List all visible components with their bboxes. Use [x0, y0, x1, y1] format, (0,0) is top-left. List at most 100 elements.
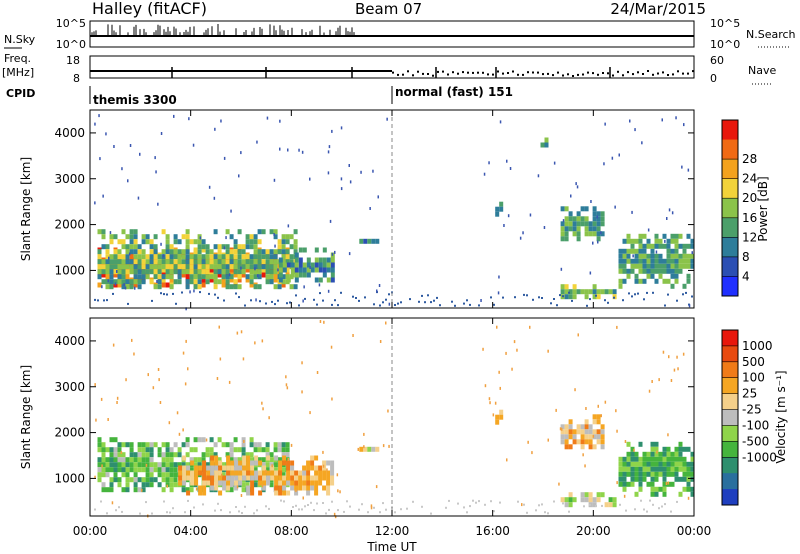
echo-cell — [157, 264, 162, 270]
echo-cell — [226, 460, 231, 466]
echo-cell — [278, 490, 283, 496]
freq-dot — [692, 70, 694, 73]
echo-cell — [576, 424, 581, 430]
beam-title: Beam 07 — [355, 0, 422, 18]
scatter-dot — [109, 231, 112, 235]
echo-cell — [666, 258, 671, 264]
echo-cell — [201, 259, 206, 265]
freq-panel — [89, 55, 695, 79]
echo-cell — [113, 234, 118, 240]
echo-cell — [638, 233, 643, 239]
scatter-dot — [327, 150, 330, 154]
echo-cell — [326, 277, 331, 283]
echo-cell — [282, 480, 287, 486]
scatter-dot — [681, 165, 683, 169]
echo-cell — [678, 243, 683, 249]
echo-cell — [281, 447, 286, 453]
echo-cell — [269, 482, 274, 488]
echo-cell — [285, 447, 290, 453]
colorbar-swatch — [722, 217, 738, 238]
echo-cell — [133, 239, 138, 245]
echo-cell — [101, 264, 106, 270]
echo-cell — [141, 239, 146, 245]
echo-cell — [678, 263, 683, 269]
echo-cell — [133, 269, 138, 275]
echo-cell — [205, 264, 210, 270]
echo-cell — [97, 269, 102, 275]
echo-cell — [278, 485, 283, 491]
echo-cell — [314, 490, 319, 496]
echo-cell — [257, 264, 262, 270]
echo-cell — [330, 262, 335, 268]
velocity-ylabel: Slant Range [km] — [19, 365, 33, 469]
echo-cell — [125, 457, 130, 463]
ground-scatter-cell — [667, 293, 669, 296]
echo-cell — [596, 294, 601, 300]
echo-cell — [674, 233, 679, 239]
power-echo-cells — [94, 114, 695, 311]
echo-cell — [169, 452, 174, 458]
echo-cell — [245, 267, 250, 273]
colorbar-swatch — [722, 489, 738, 506]
echo-cell — [137, 442, 142, 448]
echo-cell — [678, 461, 683, 467]
scatter-dot — [111, 501, 114, 505]
echo-cell — [682, 446, 687, 452]
echo-cell — [237, 269, 242, 275]
echo-cell — [202, 480, 207, 486]
echo-cell — [682, 466, 687, 472]
freq-dot — [557, 71, 559, 74]
echo-cell — [270, 465, 275, 471]
ground-scatter-cell — [478, 500, 480, 503]
ground-scatter-cell — [400, 508, 402, 511]
echo-cell — [285, 249, 290, 255]
echo-cell — [580, 444, 585, 450]
echo-cell — [117, 482, 122, 488]
ground-scatter-cell — [199, 291, 201, 294]
echo-cell — [285, 239, 290, 245]
echo-cell — [137, 467, 142, 473]
echo-cell — [149, 249, 154, 255]
echo-cell — [290, 470, 295, 476]
power-ylabel: Slant Range [km] — [19, 157, 33, 261]
echo-cell — [670, 258, 675, 264]
echo-cell — [254, 455, 259, 461]
echo-cell — [153, 259, 158, 265]
echo-cell — [225, 452, 230, 458]
echo-cell — [278, 267, 283, 273]
echo-cell — [654, 451, 659, 457]
ground-scatter-cell — [559, 294, 561, 297]
echo-cell — [237, 249, 242, 255]
echo-cell — [314, 262, 319, 268]
echo-cell — [217, 249, 222, 255]
echo-cell — [157, 467, 162, 473]
echo-cell — [564, 289, 569, 295]
echo-cell — [133, 487, 138, 493]
scatter-dot — [316, 371, 319, 374]
echo-cell — [286, 470, 291, 476]
scatter-dot — [623, 494, 626, 498]
scatter-dot — [506, 458, 508, 462]
ground-scatter-cell — [112, 292, 114, 295]
scatter-dot — [671, 211, 674, 215]
echo-cell — [608, 502, 613, 508]
echo-cell — [269, 452, 274, 458]
echo-cell — [314, 277, 319, 283]
echo-cell — [214, 480, 219, 486]
echo-cell — [638, 471, 643, 477]
echo-cell — [654, 466, 659, 472]
echo-cell — [580, 206, 585, 212]
echo-cell — [670, 466, 675, 472]
echo-cell — [250, 470, 255, 476]
freq-dot — [637, 71, 639, 74]
echo-cell — [622, 481, 627, 487]
freq-dot — [617, 70, 619, 73]
echo-cell — [125, 467, 130, 473]
ground-scatter-cell — [160, 292, 162, 295]
echo-cell — [306, 480, 311, 486]
echo-cell — [626, 273, 631, 279]
ground-scatter-cell — [628, 292, 630, 295]
nave-tick-bottom: 0 — [710, 72, 717, 85]
echo-cell — [650, 441, 655, 447]
scatter-dot — [287, 224, 290, 228]
